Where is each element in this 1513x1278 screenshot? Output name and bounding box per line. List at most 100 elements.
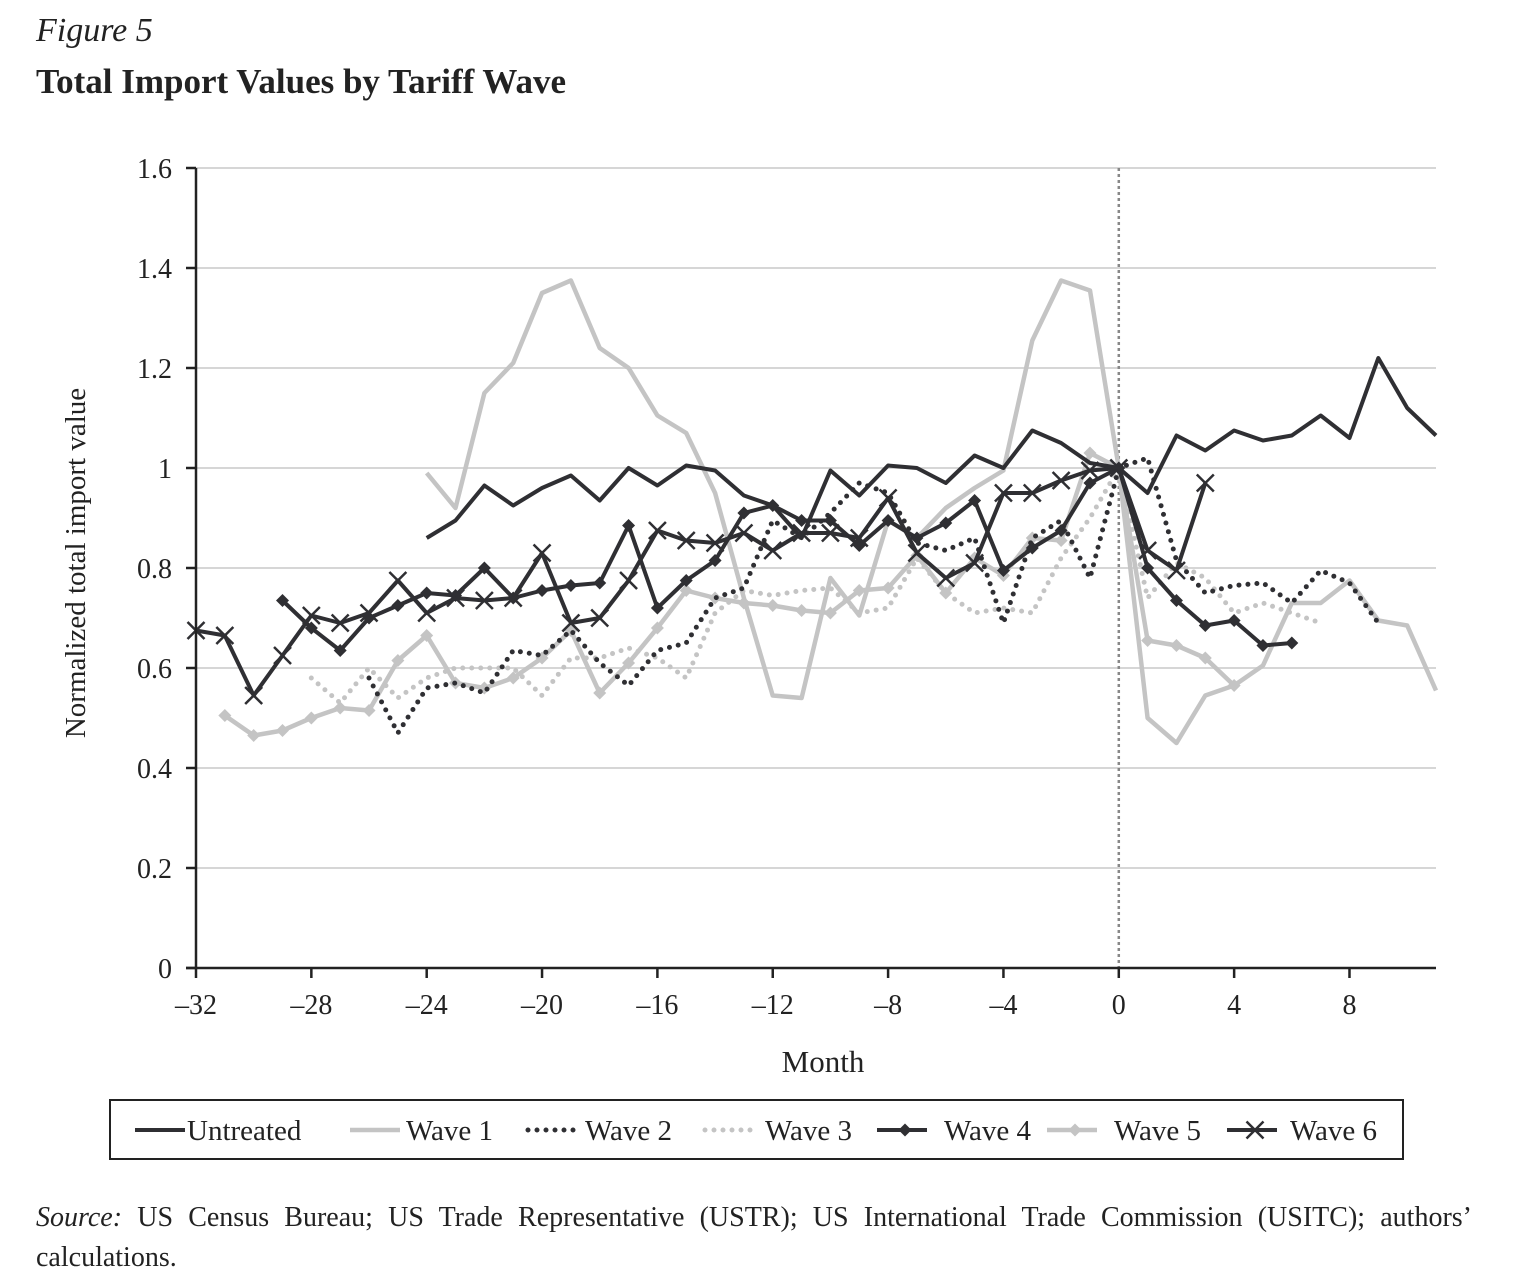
point-wave-4-13	[650, 601, 664, 615]
point-wave-6-8	[417, 603, 437, 623]
x-tick-label-4: –16	[635, 990, 678, 1021]
x-tick-labels: –32 –28 –24 –20 –16 –12 –8 –4 0 4 8	[174, 990, 1356, 1021]
legend-label-wave-4: Wave 4	[944, 1115, 1032, 1147]
point-wave-4-5	[420, 586, 434, 600]
point-wave-6-34	[1167, 561, 1186, 580]
point-wave-5-35	[1227, 679, 1241, 692]
x-tick-label-5: –12	[751, 990, 794, 1021]
legend-label-wave-1: Wave 1	[406, 1115, 493, 1147]
point-wave-6-35	[1195, 473, 1215, 493]
point-wave-4-4	[391, 599, 405, 612]
point-wave-5-19	[766, 599, 780, 612]
series-wave-1	[424, 278, 1439, 746]
y-tick-label-3: 0.6	[137, 654, 172, 685]
series-layer	[186, 278, 1439, 746]
y-tick-labels: 0 0.2 0.4 0.6 0.8 1 1.2 1.4 1.6	[137, 154, 172, 985]
legend-box	[109, 1099, 1404, 1160]
series-line-untreated	[425, 356, 1438, 540]
series-untreated	[425, 356, 1438, 540]
point-wave-5-20	[795, 604, 809, 617]
point-wave-5-7	[420, 629, 434, 642]
y-axis-label: Normalized total import value	[60, 388, 92, 738]
point-wave-6-24	[878, 488, 898, 508]
point-wave-6-29	[1022, 483, 1042, 503]
point-wave-5-1	[247, 729, 261, 742]
point-wave-4-26	[1025, 541, 1039, 555]
point-wave-5-5	[362, 704, 376, 717]
point-wave-6-33	[1138, 541, 1158, 560]
point-wave-6-25	[907, 543, 927, 563]
x-tick-label-10: 8	[1342, 990, 1356, 1021]
point-wave-4-15	[708, 554, 722, 567]
point-wave-6-16	[648, 521, 667, 540]
legend-marker-wave-4	[898, 1123, 912, 1137]
point-wave-4-23	[939, 516, 953, 530]
point-wave-4-19	[823, 514, 837, 527]
point-wave-5-10	[506, 671, 520, 685]
point-wave-4-34	[1256, 639, 1270, 652]
point-wave-6-27	[965, 553, 984, 573]
source-label: Source:	[36, 1202, 123, 1233]
point-wave-5-25	[939, 586, 953, 600]
legend-label-wave-5: Wave 5	[1114, 1115, 1201, 1147]
point-wave-6-28	[994, 483, 1013, 503]
point-wave-5-30	[1083, 446, 1097, 460]
point-wave-6-26	[936, 568, 956, 588]
point-wave-4-7	[477, 561, 491, 575]
point-wave-5-0	[218, 709, 232, 722]
legend-label-wave-6: Wave 6	[1290, 1115, 1377, 1147]
point-wave-6-2	[244, 686, 264, 705]
point-wave-5-16	[679, 584, 693, 597]
figure-label: Figure 5	[36, 12, 153, 49]
point-wave-4-27	[1054, 524, 1068, 537]
point-wave-5-14	[622, 656, 636, 670]
figure-title: Total Import Values by Tariff Wave	[36, 62, 566, 101]
point-wave-4-10	[564, 579, 578, 592]
point-wave-5-23	[881, 581, 895, 595]
y-tick-label-6: 1.2	[137, 354, 172, 385]
y-tick-label-1: 0.2	[137, 854, 172, 885]
legend-label-untreated: Untreated	[187, 1115, 302, 1147]
point-wave-6-20	[763, 541, 783, 560]
x-tick-label-7: –4	[988, 990, 1017, 1021]
point-wave-5-34	[1198, 651, 1212, 665]
point-wave-6-7	[388, 571, 408, 590]
series-line-wave-3	[308, 465, 1324, 706]
point-wave-4-25	[996, 564, 1010, 577]
series-wave-2	[366, 455, 1381, 736]
point-wave-6-19	[734, 523, 754, 543]
point-wave-4-18	[795, 514, 809, 527]
x-tick-label-0: –32	[174, 990, 217, 1021]
x-tick-label-2: –24	[405, 990, 448, 1021]
point-wave-6-22	[821, 523, 840, 543]
point-wave-6-15	[619, 571, 638, 590]
point-wave-5-22	[852, 584, 866, 597]
point-wave-6-18	[705, 533, 725, 553]
line-chart: 00.20.40.60.811.21.41.6 –32 –28 –24 –20 –16–…	[60, 154, 1439, 1160]
legend-marker-wave-5	[1068, 1123, 1082, 1137]
legend-item-wave-1: Wave 1	[350, 1115, 493, 1147]
x-tick-label-1: –28	[289, 990, 332, 1021]
point-wave-6-23	[849, 528, 869, 548]
legend-item-wave-6: Wave 6	[1227, 1115, 1377, 1147]
point-wave-6-4	[301, 606, 321, 625]
y-tick-label-7: 1.4	[137, 254, 172, 285]
legend: Untreated Wave 1 Wave 2 Wave 3 Wave 4 Wave 5 W…	[109, 1099, 1404, 1160]
point-wave-6-30	[1051, 471, 1071, 490]
legend-label-wave-3: Wave 3	[765, 1115, 852, 1147]
point-wave-4-12	[622, 519, 636, 532]
point-wave-4-30	[1141, 561, 1155, 575]
x-tick-label-8: 0	[1112, 990, 1126, 1021]
point-wave-5-29	[1054, 534, 1068, 547]
y-tick-label-8: 1.6	[137, 154, 172, 185]
legend-label-wave-2: Wave 2	[585, 1115, 672, 1147]
x-axis-label: Month	[782, 1044, 865, 1079]
legend-item-wave-5: Wave 5	[1047, 1115, 1201, 1147]
y-tick-label-5: 1	[158, 454, 172, 485]
series-line-wave-2	[366, 455, 1381, 736]
point-wave-4-1	[304, 621, 318, 635]
legend-item-wave-4: Wave 4	[877, 1115, 1032, 1147]
point-wave-5-33	[1169, 639, 1183, 652]
source-text: US Census Bureau; US Trade Representativ…	[36, 1202, 1472, 1273]
point-wave-6-14	[590, 608, 610, 628]
